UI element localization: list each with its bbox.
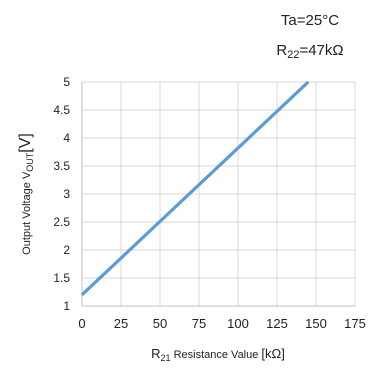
y-tick-label: 1.5 [53, 271, 70, 285]
y-tick-label: 3.5 [53, 159, 70, 173]
annotation-r22-part: 22 [287, 49, 299, 61]
y-tick-label: 2 [63, 243, 70, 257]
y-tick-label: 5 [63, 75, 70, 89]
x-tick-label: 75 [192, 316, 206, 331]
y-axis-label: Output Voltage VOUT[V] [17, 133, 35, 255]
x-tick-label: 100 [227, 316, 249, 331]
y-tick-label: 4.5 [53, 103, 70, 117]
y-axis-label-part: OUT [25, 152, 35, 172]
x-axis-label: R21 Resistance Value [kΩ] [151, 346, 285, 363]
x-axis-label-part: Resistance Value [171, 349, 262, 361]
annotation-r22-part: =47kΩ [299, 42, 343, 59]
y-axis-label-part: Output Voltage V [21, 171, 33, 255]
series-line [80, 80, 310, 296]
x-tick-label: 50 [153, 316, 167, 331]
y-tick-label: 4 [63, 131, 70, 145]
x-axis-label-part: [kΩ] [261, 346, 284, 361]
y-tick-label: 2.5 [53, 215, 70, 229]
x-tick-label: 125 [266, 316, 288, 331]
annotation-r22-part: R [276, 42, 287, 59]
y-axis-label-part: [V] [17, 133, 34, 153]
annotation-temperature-part: °C [322, 12, 339, 29]
x-tick-label: 25 [114, 316, 128, 331]
x-tick-label: 150 [305, 316, 327, 331]
x-tick-label: 175 [344, 316, 366, 331]
y-tick-label: 1 [63, 299, 70, 313]
x-tick-label: 0 [78, 316, 85, 331]
x-axis-label-part: R [151, 346, 160, 361]
annotation-r22: R22=47kΩ [276, 42, 343, 61]
annotation-temperature: Ta=25°C [281, 12, 339, 29]
x-axis-label-part: 21 [161, 353, 171, 363]
annotation-temperature-part: Ta=25 [281, 12, 322, 29]
y-tick-label: 3 [63, 187, 70, 201]
